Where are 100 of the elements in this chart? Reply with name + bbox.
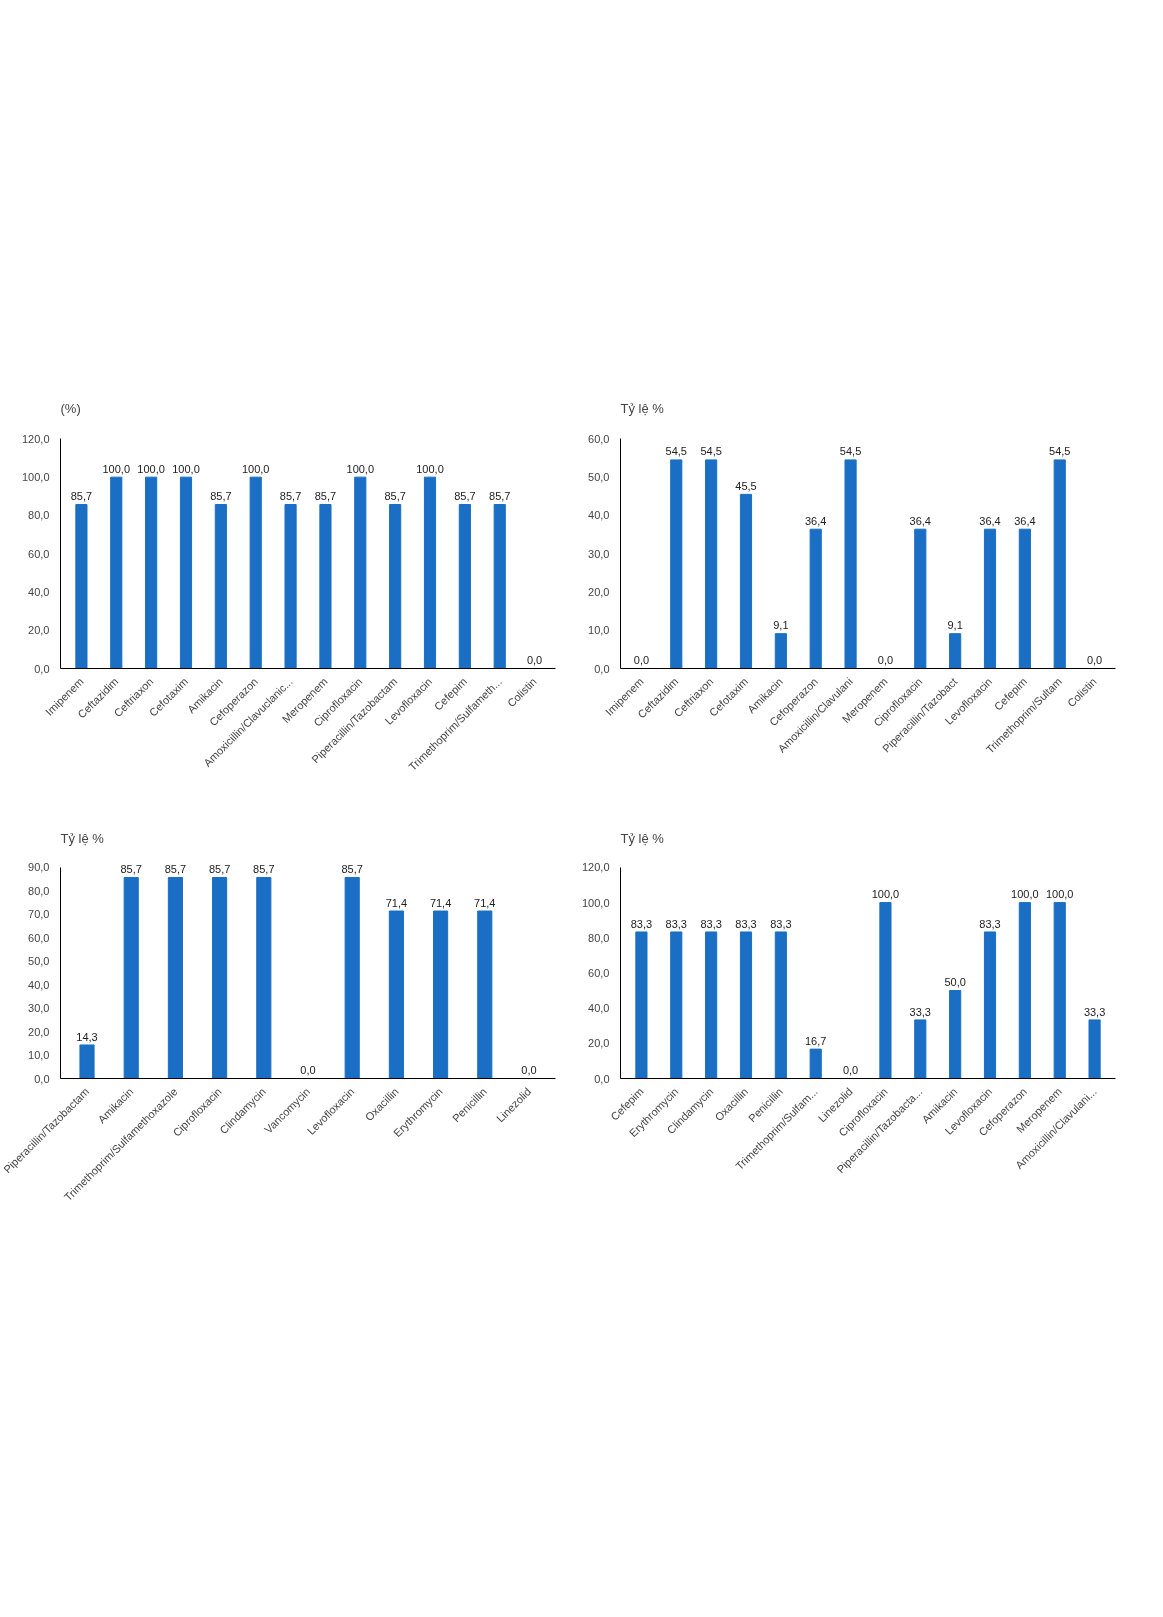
y-tick-label: 100,0: [21, 471, 50, 484]
data-label: 100,0: [172, 462, 200, 475]
bar: [774, 931, 787, 1079]
data-label: 85,7: [210, 489, 232, 502]
y-axis-title: Tỷ lệ %: [620, 830, 665, 846]
bar: [79, 1044, 95, 1079]
y-tick-label: 120,0: [581, 861, 610, 874]
data-label: 0,0: [526, 653, 543, 666]
bar: [167, 876, 183, 1079]
bar: [344, 876, 360, 1079]
y-tick-label: 50,0: [588, 471, 610, 484]
data-label: 100,0: [137, 462, 165, 475]
y-axis-title: Tỷ lệ %: [620, 400, 665, 416]
bar: [914, 1019, 927, 1079]
data-label: 36,4: [979, 514, 1001, 527]
data-label: 36,4: [909, 514, 932, 527]
bar: [949, 990, 962, 1079]
bar: [949, 633, 962, 669]
bar: [388, 910, 404, 1079]
bar: [809, 1048, 822, 1079]
y-tick-label: 0,0: [594, 662, 610, 675]
data-label: 85,7: [164, 863, 187, 876]
data-label: 100,0: [1011, 888, 1039, 901]
data-label: 85,7: [208, 863, 231, 876]
data-label: 85,7: [314, 489, 337, 502]
y-tick-label: 40,0: [588, 1002, 610, 1015]
data-label: 33,3: [909, 1005, 932, 1018]
data-label: 9,1: [947, 619, 963, 632]
y-tick-label: 10,0: [28, 1049, 50, 1062]
bar: [1018, 902, 1031, 1079]
bar: [670, 459, 683, 669]
data-label: 85,7: [70, 489, 93, 502]
y-tick-label: 60,0: [28, 931, 50, 944]
bar: [844, 459, 857, 669]
bar: [774, 633, 787, 669]
data-label: 83,3: [770, 917, 792, 930]
bar: [670, 931, 683, 1079]
y-tick-label: 0,0: [594, 1072, 610, 1085]
data-label: 54,5: [1049, 445, 1071, 458]
data-label: 100,0: [102, 462, 131, 475]
y-tick-label: 0,0: [34, 1072, 50, 1085]
bar: [477, 910, 493, 1079]
data-label: 45,5: [735, 479, 757, 492]
y-tick-label: 120,0: [21, 432, 50, 445]
y-tick-label: 60,0: [588, 432, 610, 445]
data-label: 16,7: [805, 1034, 827, 1047]
y-tick-label: 40,0: [588, 509, 610, 522]
bar: [256, 876, 272, 1079]
y-tick-label: 80,0: [588, 931, 610, 944]
bar: [433, 910, 449, 1079]
bar: [879, 902, 892, 1079]
data-label: 100,0: [1045, 888, 1074, 901]
data-label: 85,7: [489, 489, 511, 502]
y-tick-label: 20,0: [588, 585, 610, 598]
data-label: 0,0: [877, 653, 894, 666]
data-label: 85,7: [384, 489, 406, 502]
data-label: 85,7: [253, 863, 275, 876]
data-label: 14,3: [76, 1030, 98, 1043]
bar: [123, 876, 139, 1079]
bar: [809, 528, 822, 669]
y-tick-label: 90,0: [28, 861, 50, 874]
data-label: 0,0: [521, 1064, 537, 1077]
data-label: 0,0: [1086, 653, 1103, 666]
bar: [1018, 528, 1031, 669]
data-label: 83,3: [979, 917, 1001, 930]
data-label: 0,0: [300, 1064, 316, 1077]
bar: [705, 931, 718, 1079]
bar: [739, 493, 753, 669]
bar: [914, 528, 927, 669]
bar: [1088, 1019, 1101, 1079]
y-tick-label: 40,0: [28, 978, 50, 991]
data-label: 83,3: [700, 917, 722, 930]
y-tick-label: 40,0: [28, 585, 50, 598]
data-label: 100,0: [416, 462, 444, 475]
bar: [705, 459, 718, 669]
bar: [212, 876, 228, 1079]
y-axis-title: Tỷ lệ %: [60, 830, 105, 846]
y-tick-label: 80,0: [28, 509, 50, 522]
y-tick-label: 80,0: [28, 884, 50, 897]
y-tick-label: 30,0: [28, 1002, 50, 1015]
bar: [635, 931, 648, 1079]
data-label: 36,4: [805, 514, 827, 527]
data-label: 71,4: [429, 896, 452, 909]
data-label: 85,7: [120, 863, 142, 876]
data-label: 9,1: [773, 619, 789, 632]
y-tick-label: 30,0: [588, 547, 610, 560]
bar: [739, 931, 753, 1079]
data-label: 85,7: [454, 489, 476, 502]
data-label: 0,0: [633, 653, 650, 666]
data-label: 54,5: [839, 445, 862, 458]
data-label: 36,4: [1014, 514, 1036, 527]
y-tick-label: 10,0: [588, 624, 610, 637]
y-tick-label: 100,0: [581, 896, 610, 909]
y-tick-label: 50,0: [28, 955, 50, 968]
data-label: 100,0: [346, 462, 375, 475]
bar: [1053, 459, 1066, 669]
y-tick-label: 60,0: [28, 547, 50, 560]
y-tick-label: 20,0: [28, 1025, 50, 1038]
data-label: 85,7: [279, 489, 302, 502]
data-label: 83,3: [735, 917, 757, 930]
